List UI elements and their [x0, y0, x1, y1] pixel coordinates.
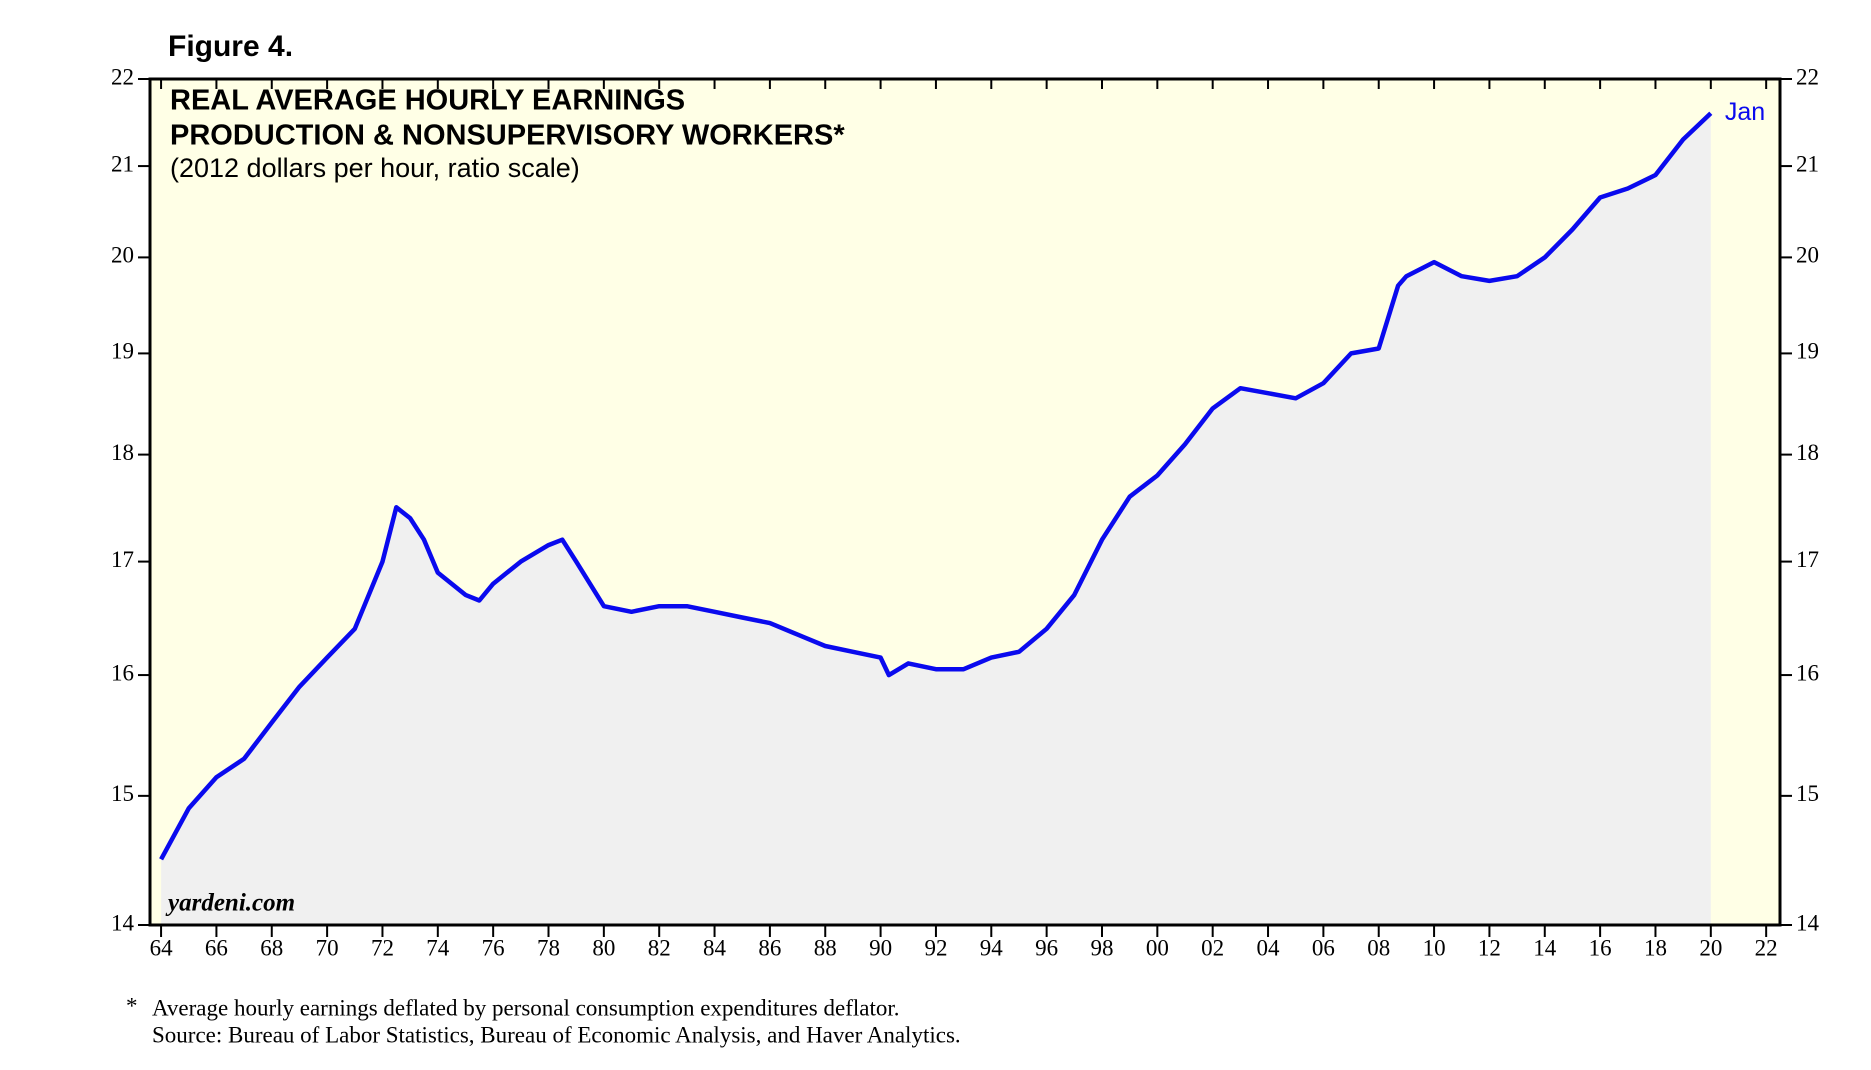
- chart-title: REAL AVERAGE HOURLY EARNINGS: [170, 85, 685, 117]
- x-tick-label: 74: [426, 935, 450, 960]
- y2-tick-label: 14: [1796, 910, 1820, 935]
- x-tick-label: 80: [592, 935, 615, 960]
- y-tick-label: 21: [111, 151, 134, 176]
- y2-tick-label: 19: [1796, 339, 1819, 364]
- source: Source: Bureau of Labor Statistics, Bure…: [152, 1022, 961, 1047]
- x-tick-label: 18: [1644, 935, 1667, 960]
- x-tick-label: 90: [869, 935, 892, 960]
- y-tick-label: 16: [111, 660, 134, 685]
- y-tick-label: 22: [111, 64, 134, 89]
- x-tick-label: 10: [1423, 935, 1446, 960]
- line: [159, 111, 1713, 861]
- x-tick-label: 20: [1699, 935, 1722, 960]
- x-tick-label: 98: [1090, 935, 1113, 960]
- x-tick-label: 66: [205, 935, 228, 960]
- x-tick-label: 16: [1589, 935, 1612, 960]
- x-tick-label: 82: [648, 935, 671, 960]
- x-tick-label: 76: [482, 935, 505, 960]
- x-tick-label: 72: [371, 935, 394, 960]
- x-tick-label: 86: [758, 935, 781, 960]
- area: [161, 113, 1711, 926]
- x-tick-label: 12: [1478, 935, 1501, 960]
- x-tick-label: 96: [1035, 935, 1058, 960]
- x-tick-label: 02: [1201, 935, 1224, 960]
- plot-frame: [148, 77, 1782, 927]
- x-tick-label: 78: [537, 935, 560, 960]
- y2-tick-label: 20: [1796, 243, 1819, 268]
- y-tick-label: 14: [111, 910, 135, 935]
- y-tick-label: 15: [111, 781, 134, 806]
- y-tick-label: 20: [111, 243, 134, 268]
- footnote-marker: *: [126, 993, 138, 1018]
- x-tick-label: 00: [1146, 935, 1169, 960]
- x-tick-label: 70: [316, 935, 339, 960]
- x-tick-label: 08: [1367, 935, 1390, 960]
- y2-tick-label: 22: [1796, 64, 1819, 89]
- annotation: Jan: [1725, 98, 1765, 126]
- x-tick-label: 94: [980, 935, 1004, 960]
- plot-area: [159, 111, 1713, 926]
- y2-tick-label: 16: [1796, 660, 1819, 685]
- x-tick-label: 84: [703, 935, 727, 960]
- chart-subtitle: (2012 dollars per hour, ratio scale): [170, 153, 580, 183]
- y2-tick-label: 15: [1796, 781, 1819, 806]
- chart-title: PRODUCTION & NONSUPERVISORY WORKERS*: [170, 120, 845, 152]
- y2-tick-label: 21: [1796, 151, 1819, 176]
- figure-label: Figure 4.: [168, 30, 293, 63]
- y2-tick-label: 18: [1796, 440, 1819, 465]
- y-tick-label: 18: [111, 440, 134, 465]
- x-tick-label: 06: [1312, 935, 1335, 960]
- y-tick-label: 19: [111, 339, 134, 364]
- watermark: yardeni.com: [165, 890, 295, 917]
- x-tick-label: 92: [924, 935, 947, 960]
- x-tick-label: 88: [814, 935, 837, 960]
- x-tick-label: 68: [260, 935, 283, 960]
- y2-tick-label: 17: [1796, 547, 1819, 572]
- x-tick-label: 04: [1257, 935, 1281, 960]
- footnote: Average hourly earnings deflated by pers…: [152, 995, 899, 1020]
- y-tick-label: 17: [111, 547, 134, 572]
- x-tick-label: 22: [1755, 935, 1778, 960]
- x-tick-label: 64: [150, 935, 174, 960]
- x-tick-label: 14: [1533, 935, 1557, 960]
